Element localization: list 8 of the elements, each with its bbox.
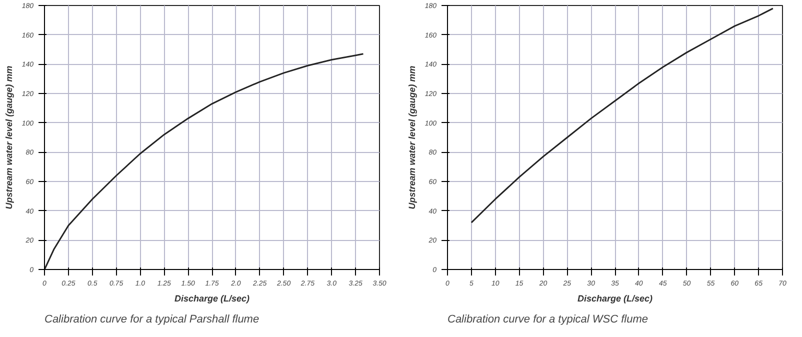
x-axis-title: Discharge (L/sec)	[174, 294, 250, 304]
text: Calibration curve for a typical WSC flume	[448, 314, 648, 326]
y-axis-title: Upstream water level (gauge) mm	[406, 66, 417, 210]
x-axis-title: Discharge (L/sec)	[577, 294, 653, 304]
text: Calibration curve for a typical Parshall flume	[44, 314, 260, 326]
y-axis-title: Upstream water level (gauge) mm	[4, 66, 14, 210]
line-series	[44, 53, 364, 270]
line-series	[470, 8, 774, 224]
